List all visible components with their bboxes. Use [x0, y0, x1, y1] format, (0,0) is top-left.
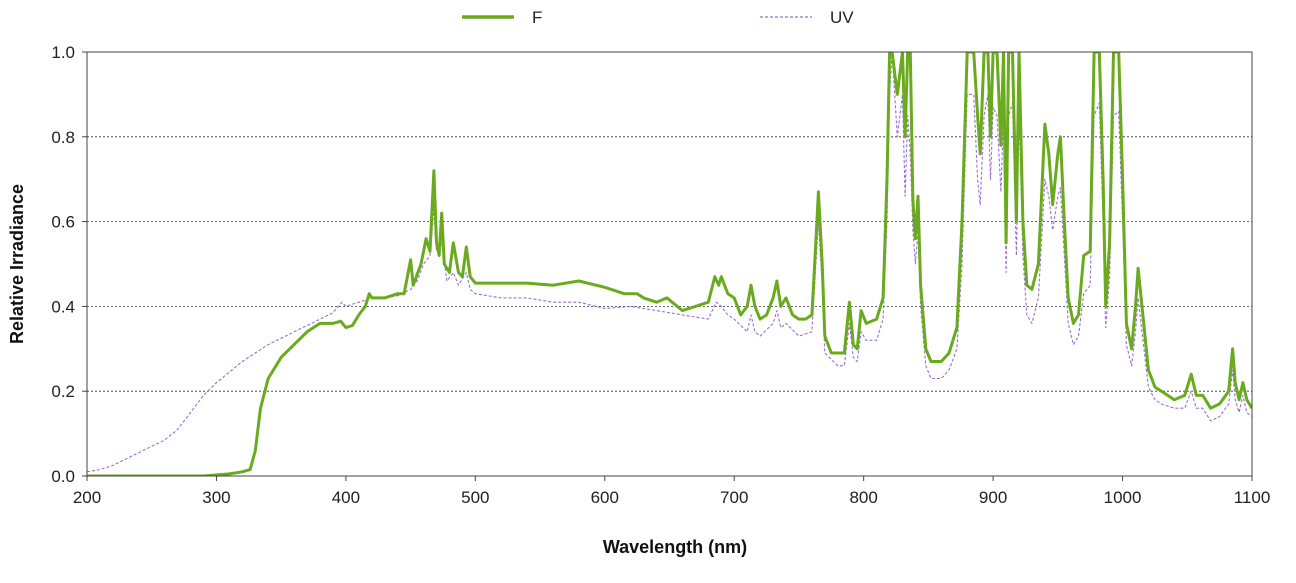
- x-tick-label: 800: [849, 488, 877, 507]
- plot-area-frame: [86, 51, 1253, 477]
- gridlines: [87, 136, 1252, 392]
- y-tick-label: 0.6: [51, 213, 75, 232]
- x-tick-label: 500: [461, 488, 489, 507]
- y-axis-title: Relative Irradiance: [7, 184, 27, 344]
- x-axis-ticks: 200 300 400 500 600 700 800 900 1000 1100: [73, 476, 1270, 507]
- y-tick-label: 0.2: [51, 382, 75, 401]
- x-tick-label: 300: [202, 488, 230, 507]
- x-tick-label: 700: [720, 488, 748, 507]
- x-tick-label: 600: [591, 488, 619, 507]
- series-layer: [87, 52, 1252, 476]
- x-tick-label: 400: [332, 488, 360, 507]
- y-tick-label: 1.0: [51, 43, 75, 62]
- y-axis-ticks: 0.0 0.2 0.4 0.6 0.8 1.0: [51, 43, 87, 486]
- legend-label-uv: UV: [830, 8, 854, 27]
- y-tick-label: 0.0: [51, 467, 75, 486]
- x-axis-title: Wavelength (nm): [603, 537, 747, 557]
- y-tick-label: 0.8: [51, 128, 75, 147]
- legend: F UV: [462, 8, 854, 27]
- y-tick-label: 0.4: [51, 297, 75, 316]
- x-tick-label: 900: [979, 488, 1007, 507]
- x-tick-label: 1100: [1234, 488, 1271, 507]
- series-line-f: [87, 52, 1252, 476]
- x-tick-label: 1000: [1104, 488, 1142, 507]
- legend-label-f: F: [532, 8, 542, 27]
- x-tick-label: 200: [73, 488, 101, 507]
